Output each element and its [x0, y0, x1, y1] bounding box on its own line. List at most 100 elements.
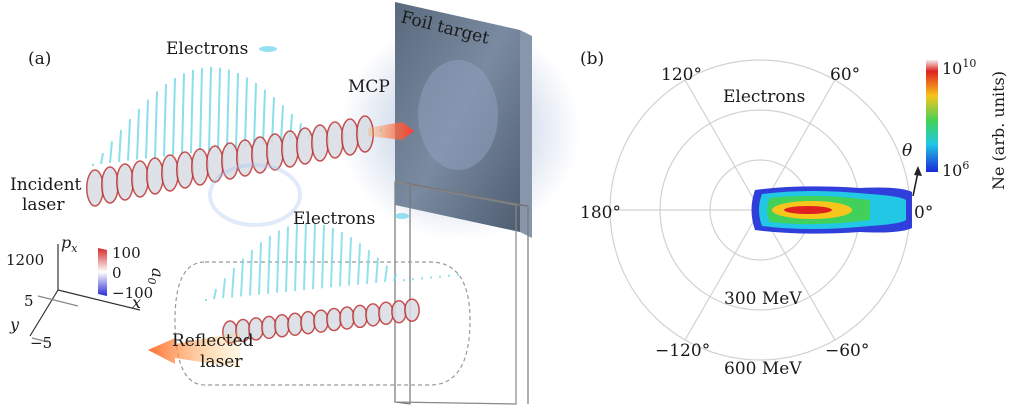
electron-spike	[100, 152, 104, 165]
axes-triad	[29, 244, 141, 343]
electron-spike	[276, 230, 280, 293]
electron-spike	[357, 243, 361, 285]
angle-label-minus-120: −120°	[655, 341, 710, 361]
axis-px-tick: 1200	[6, 251, 44, 269]
laser-wave-segment	[313, 309, 329, 333]
electron-spike	[348, 237, 352, 286]
laser-wave-segment	[391, 299, 407, 324]
laser-wave-segment	[116, 163, 134, 201]
angle-label-0: 0°	[914, 203, 933, 223]
electron-spike	[253, 83, 257, 146]
laser-wave-segment	[326, 121, 344, 159]
electron-spike	[321, 224, 325, 289]
laser-wave-segment	[365, 303, 381, 327]
electron-spike	[303, 222, 307, 291]
electron-spike	[235, 73, 239, 148]
electron-spike	[199, 67, 203, 153]
electron-spike	[262, 89, 266, 145]
colorbar-bottom-label: 106	[942, 159, 969, 180]
panel-b: (b) Electrons 120° 60° 180° 0° −120° −60…	[580, 49, 1008, 379]
electron-spike	[285, 226, 289, 292]
electron-spike	[109, 141, 113, 163]
electron-spike	[375, 257, 379, 283]
radial-label-600: 600 MeV	[724, 359, 802, 379]
mcp-label: MCP	[348, 77, 390, 97]
laser-wave-segment	[161, 154, 179, 192]
laser-wave-segment	[339, 306, 355, 330]
electron-spike	[393, 273, 397, 282]
electron-spike	[136, 108, 140, 160]
angle-label-180: 180°	[580, 203, 621, 223]
laser-wave-segment	[296, 127, 314, 165]
electron-spike	[190, 69, 194, 154]
electron-spike	[118, 129, 122, 162]
electron-spike	[145, 99, 149, 159]
a0-mid: 0	[112, 264, 122, 282]
ne-colorbar	[926, 60, 938, 172]
laser-wave-segment	[378, 301, 394, 326]
incident-laser-wave	[86, 115, 374, 207]
axis-x-label: x	[132, 293, 141, 312]
electron-spike	[240, 258, 244, 297]
incident-laser-label-2: laser	[22, 195, 65, 215]
incident-laser-label-1: Incident	[10, 175, 82, 195]
angle-label-120: 120°	[661, 65, 702, 85]
a0-symbol: a0	[145, 268, 167, 285]
electron-spike	[172, 78, 176, 156]
laser-wave-segment	[300, 310, 316, 335]
theta-label: θ	[902, 141, 912, 161]
reflected-laser-arrow	[148, 332, 240, 368]
electrons-bottom-label: Electrons	[293, 209, 375, 229]
electron-spike	[213, 288, 217, 300]
laser-wave-segment	[311, 124, 329, 162]
electron-spike	[231, 268, 235, 298]
axis-y-label: y	[9, 315, 20, 334]
electrons-top-label: Electrons	[166, 39, 248, 59]
axis-px-label: px	[61, 233, 78, 255]
reflected-laser-label-1: Reflected	[172, 331, 254, 351]
panel-b-label: (b)	[580, 49, 604, 69]
electron-spike	[154, 91, 158, 158]
panel-a: (a) Foil target MCP Electrons Incident l…	[6, 2, 580, 405]
a0-min: −100	[112, 284, 153, 302]
laser-wave-segment	[146, 157, 164, 195]
electron-spike	[294, 224, 298, 292]
mcp-arrow	[368, 122, 414, 140]
foil-target	[340, 2, 580, 240]
laser-wave-segment	[341, 118, 359, 156]
laser-wave-segment	[101, 166, 119, 204]
electron-spike	[208, 67, 212, 151]
electron-spike	[312, 223, 316, 290]
electron-cloud-top	[92, 67, 382, 166]
electron-spike	[366, 250, 370, 284]
electron-spike	[339, 231, 343, 287]
laser-wave-segment	[236, 139, 254, 177]
axis-y-tick-pos: 5	[24, 292, 34, 310]
laser-wave-segment	[326, 307, 342, 332]
laser-wave-segment	[131, 160, 149, 198]
laser-wave-segment	[176, 151, 194, 189]
reflected-laser-label-2: laser	[200, 352, 243, 372]
electron-spike	[330, 227, 334, 288]
electron-spike	[267, 235, 271, 294]
electron-spike	[258, 242, 262, 295]
electron-spike	[244, 77, 248, 147]
laser-wave-segment	[281, 130, 299, 168]
wireframe-target	[394, 181, 529, 405]
laser-wave-segment	[274, 314, 290, 338]
theta-arrow	[912, 166, 922, 197]
electron-spike	[280, 105, 284, 143]
electron-spike	[226, 69, 230, 149]
laser-wave-segment	[86, 169, 104, 207]
laser-wave-segment	[191, 148, 209, 186]
laser-wave-segment	[287, 312, 303, 336]
electron-spike	[127, 119, 131, 161]
electron-spike	[222, 278, 226, 299]
electron-spike	[217, 67, 221, 150]
electron-spike	[384, 265, 388, 283]
a0-colorbar	[98, 248, 107, 296]
axis-y-tick-neg: −5	[30, 334, 52, 352]
electron-cloud-bottom	[205, 222, 459, 301]
colorbar-title: Ne (arb. units)	[989, 71, 1008, 190]
